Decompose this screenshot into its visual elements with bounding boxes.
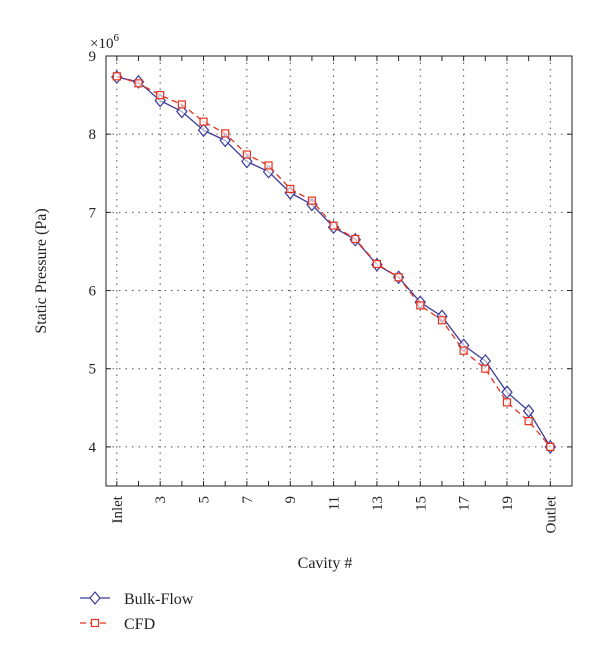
legend-label-bulk-flow: Bulk-Flow	[124, 591, 194, 608]
data-point-cfd	[459, 346, 468, 355]
y-tick-label: 8	[89, 127, 97, 143]
x-tick-label: 19	[500, 496, 516, 511]
legend-marker-cfd	[90, 618, 100, 628]
data-point-bulk-flow	[522, 404, 535, 418]
x-axis-label: Cavity #	[298, 555, 353, 572]
x-tick-label: 13	[370, 496, 386, 511]
series-line-cfd	[116, 75, 551, 448]
data-point-cfd	[134, 79, 143, 88]
data-point-cfd	[416, 301, 425, 310]
data-point-bulk-flow	[197, 123, 210, 138]
legend-label-cfd: CFD	[124, 616, 155, 633]
y-tick-label: 7	[89, 205, 97, 221]
y-tick-label: 6	[89, 284, 97, 300]
data-point-cfd	[481, 364, 490, 373]
legend: Bulk-Flow CFD	[80, 591, 194, 633]
x-tick-label: 9	[283, 496, 299, 504]
x-tick-label: 11	[327, 496, 343, 510]
x-tick-label: 17	[457, 496, 473, 512]
series-line-bulk-flow	[116, 76, 551, 448]
legend-marker-bulk-flow	[89, 591, 101, 605]
data-point-cfd	[351, 234, 360, 244]
legend-item-bulk-flow: Bulk-Flow	[80, 591, 194, 608]
data-point-cfd	[264, 161, 273, 170]
x-tick-label: 5	[197, 496, 213, 504]
y-axis: 4 5 6 7 8 9	[89, 49, 572, 456]
data-point-bulk-flow	[241, 154, 253, 169]
data-point-cfd	[221, 129, 230, 138]
series-cfd	[112, 72, 555, 452]
data-point-cfd	[502, 398, 512, 407]
y-tick-label: 4	[89, 440, 97, 456]
x-axis: Inlet 3 5 7 9 11 13 15 17 19 Outlet	[110, 56, 559, 534]
data-point-cfd	[524, 417, 533, 426]
data-point-cfd	[156, 90, 165, 100]
data-point-cfd	[546, 442, 555, 452]
plot-frame	[105, 55, 573, 487]
data-point-cfd	[372, 259, 382, 269]
data-point-bulk-flow	[501, 385, 513, 400]
grid-lines	[106, 55, 572, 486]
data-point-cfd	[112, 72, 121, 81]
y-multiplier-label: ×106	[90, 32, 119, 52]
y-tick-label: 5	[89, 362, 97, 378]
data-point-cfd	[307, 196, 317, 205]
series-layer	[111, 70, 557, 454]
x-tick-label: Inlet	[110, 495, 126, 523]
y-axis-label: Static Pressure (Pa)	[33, 208, 50, 333]
data-point-cfd	[394, 273, 403, 282]
data-point-cfd	[437, 316, 447, 325]
data-point-cfd	[177, 100, 186, 109]
y-tick-label: 9	[89, 49, 97, 65]
x-tick-label: 15	[413, 496, 429, 511]
x-tick-label: 3	[153, 496, 169, 504]
data-point-cfd	[286, 184, 295, 194]
x-tick-label: Outlet	[543, 495, 559, 533]
legend-item-cfd: CFD	[80, 616, 155, 633]
data-point-cfd	[329, 221, 338, 230]
x-tick-label: 7	[240, 496, 256, 504]
data-point-cfd	[242, 150, 251, 159]
data-point-cfd	[199, 117, 208, 126]
